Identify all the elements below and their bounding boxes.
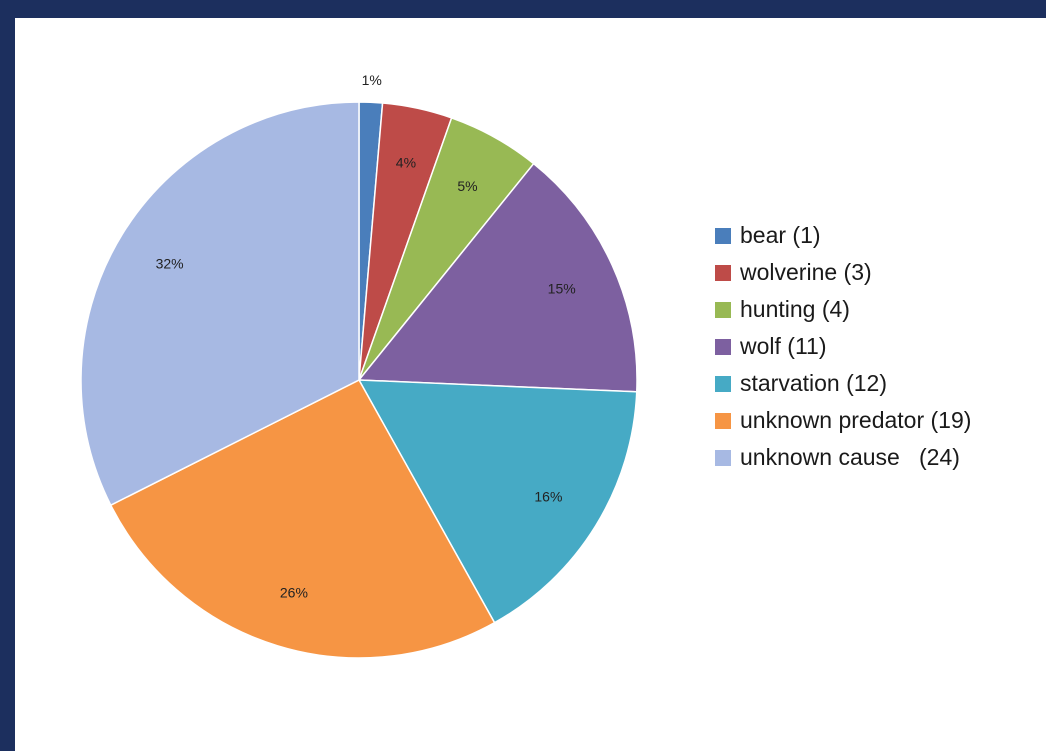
legend-swatch	[715, 301, 731, 318]
pie-slice	[109, 379, 496, 659]
legend-item: bear (1)	[715, 217, 1045, 254]
pie-slice	[80, 101, 360, 507]
chart-frame: 1% 4% 5% 15% 16% 26% 32% bear (1) wolverine (3)…	[15, 18, 1046, 751]
legend-item: hunting (4)	[715, 291, 1045, 328]
legend-label: bear (1)	[740, 222, 821, 248]
legend-item: unknown cause (24)	[715, 439, 1045, 476]
pie-chart: 1% 4% 5% 15% 16% 26% 32%	[80, 72, 638, 659]
slice-data-label: 16%	[534, 489, 562, 505]
slice-data-label: 26%	[280, 585, 308, 601]
slice-data-label: 15%	[548, 280, 576, 296]
chart-legend: bear (1) wolverine (3) hunting (4) wolf (11…	[715, 217, 1045, 476]
legend-item: starvation (12)	[715, 365, 1045, 402]
slice-data-label: 32%	[156, 255, 184, 271]
legend-label: wolverine (3)	[740, 259, 872, 285]
slice-data-label: 5%	[457, 178, 477, 194]
slice-data-label: 4%	[396, 155, 416, 171]
legend-label: hunting (4)	[740, 296, 850, 322]
legend-label: unknown predator (19)	[740, 407, 972, 433]
legend-swatch	[715, 227, 731, 244]
legend-swatch	[715, 412, 731, 429]
legend-swatch	[715, 264, 731, 281]
legend-label: unknown cause (24)	[740, 444, 960, 470]
legend-swatch	[715, 449, 731, 466]
legend-item: unknown predator (19)	[715, 402, 1045, 439]
legend-swatch	[715, 375, 731, 392]
pie-slice	[357, 162, 638, 393]
legend-label: wolf (11)	[740, 333, 827, 359]
legend-item: wolf (11)	[715, 328, 1045, 365]
legend-item: wolverine (3)	[715, 254, 1045, 291]
pie-slice	[357, 379, 638, 624]
legend-label: starvation (12)	[740, 370, 888, 396]
slice-data-label: 1%	[362, 72, 382, 88]
legend-swatch	[715, 338, 731, 355]
